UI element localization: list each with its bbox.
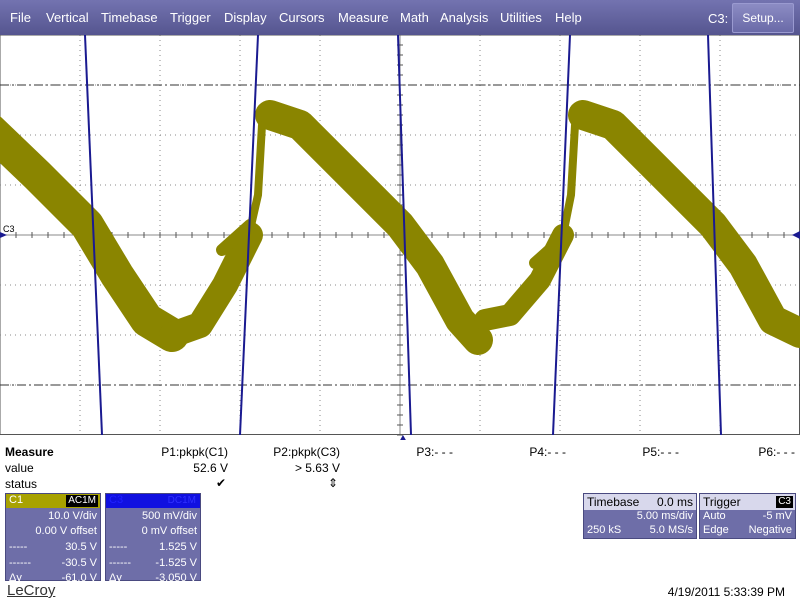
menu-item[interactable]: Cursors	[279, 10, 325, 25]
cursor-label: ------	[9, 556, 31, 569]
trigger-header: Trigger C3	[700, 494, 795, 510]
measure-status: ⇕	[328, 476, 339, 490]
menu-item[interactable]: Math	[400, 10, 429, 25]
row-label: status	[5, 477, 38, 491]
cursor-value: -3.050 V	[155, 572, 197, 584]
menu-item[interactable]: Display	[224, 10, 267, 25]
channel-scale: 500 mV/div	[141, 510, 197, 522]
cursor-label: Δy	[109, 572, 122, 584]
cursor-value: -30.5 V	[61, 556, 97, 569]
channel-offset: 0 mV offset	[141, 525, 197, 537]
trigger-level: -5 mV	[762, 510, 792, 522]
c3-trace	[84, 35, 722, 436]
timebase-delay: 0.0 ms	[656, 495, 693, 509]
active-channel: C3:	[708, 11, 729, 26]
brand-logo: LeCroy	[7, 582, 56, 599]
timebase-rate: 5.0 MS/s	[649, 524, 693, 536]
menu-item[interactable]: Measure	[338, 10, 389, 25]
cursor-value: -61.0 V	[61, 572, 97, 584]
cursor-label: -----	[9, 541, 28, 553]
menu-item[interactable]: Timebase	[101, 10, 158, 25]
c1-trace	[0, 100, 800, 355]
measure-name: P6:- - -	[758, 445, 795, 459]
channel-header: C1 AC1M	[6, 494, 100, 508]
trigger-mode: Auto	[703, 510, 726, 522]
menu-item[interactable]: Help	[555, 10, 582, 25]
measure-name: P4:- - -	[529, 445, 566, 459]
cursor-label: Δy	[9, 572, 22, 584]
cursor-value: -1.525 V	[155, 556, 197, 569]
menu-item[interactable]: Trigger	[170, 10, 211, 25]
menu-item[interactable]: File	[10, 10, 31, 25]
measure-value: > 5.63 V	[294, 461, 340, 475]
trigger-marker	[400, 435, 406, 440]
measure-name: P1:pkpk(C1)	[161, 445, 228, 459]
cursor-row: ------ -1.525 V	[109, 557, 197, 572]
channel-box[interactable]: C1 AC1M 10.0 V/div 0.00 V offset ----- 30.5 V…	[5, 493, 101, 584]
trigger-title: Trigger	[703, 495, 741, 509]
trigger-source: C3	[776, 496, 793, 508]
channel-name: C3	[109, 494, 124, 506]
channel-header: C3 DC1M	[106, 494, 200, 508]
measure-status: ✔	[216, 476, 227, 490]
coupling-badge: DC1M	[165, 495, 198, 507]
level-marker	[792, 231, 800, 239]
measure-value: 52.6 V	[193, 461, 228, 475]
cursor-label: ------	[109, 556, 131, 569]
cursor-row: ----- 1.525 V	[109, 541, 197, 556]
cursor-row: Δy -3.050 V	[109, 572, 197, 587]
trigger-slope: Negative	[748, 524, 792, 536]
channel-box[interactable]: C3 DC1M 500 mV/div 0 mV offset ----- 1.525 V-…	[105, 493, 201, 584]
ground-marker	[0, 232, 7, 238]
cursor-value: 1.525 V	[159, 541, 197, 553]
measure-name: P5:- - -	[642, 445, 679, 459]
setup-button[interactable]: Setup...	[732, 3, 794, 33]
row-label: value	[5, 461, 34, 475]
timebase-header: Timebase 0.0 ms	[584, 494, 696, 510]
measure-name: P3:- - -	[416, 445, 453, 459]
timebase-title: Timebase	[587, 495, 640, 509]
cursor-row: ----- 30.5 V	[9, 541, 97, 556]
channel-scale: 10.0 V/div	[48, 510, 97, 522]
cursor-label: -----	[109, 541, 128, 553]
trigger-box[interactable]: Trigger C3 Auto -5 mV Edge Negative	[699, 493, 796, 539]
channel-marker-label: C3	[3, 224, 15, 234]
channel-offset: 0.00 V offset	[35, 525, 97, 537]
menu-bar: C3: Setup... File Vertical Timebase Trigger…	[0, 0, 800, 35]
menu-item[interactable]: Analysis	[440, 10, 489, 25]
cursor-value: 30.5 V	[65, 541, 97, 553]
menu-item[interactable]: Utilities	[500, 10, 542, 25]
cursor-row: ------ -30.5 V	[9, 557, 97, 572]
measure-title: Measure	[5, 445, 54, 459]
timebase-samples: 250 kS	[587, 524, 622, 536]
menu-item[interactable]: Vertical	[46, 10, 89, 25]
timestamp: 4/19/2011 5:33:39 PM	[667, 585, 785, 599]
timebase-box[interactable]: Timebase 0.0 ms 5.00 ms/div 250 kS 5.0 MS/s	[583, 493, 697, 539]
waveform-grid: C3	[0, 35, 800, 440]
coupling-badge: AC1M	[66, 495, 98, 507]
measure-name: P2:pkpk(C3)	[273, 445, 340, 459]
channel-name: C1	[9, 494, 24, 506]
trigger-type: Edge	[703, 524, 729, 536]
cursor-row: Δy -61.0 V	[9, 572, 97, 587]
timebase-scale: 5.00 ms/div	[636, 510, 693, 522]
